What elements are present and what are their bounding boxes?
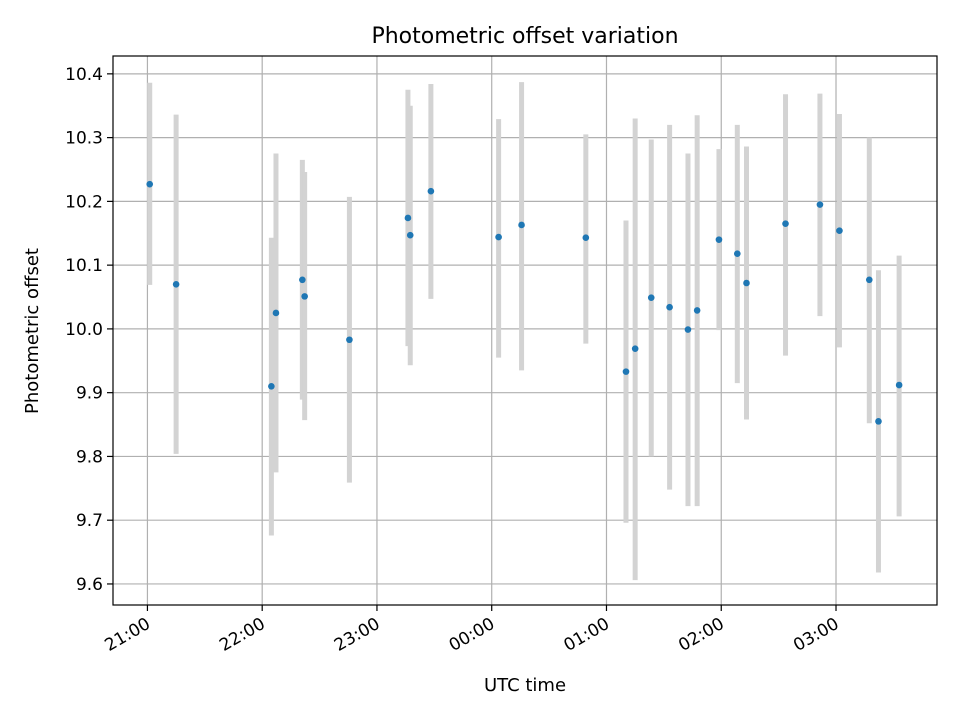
- data-point: [693, 307, 701, 314]
- data-point: [299, 276, 306, 284]
- data-point: [715, 236, 723, 243]
- data-point: [684, 326, 692, 333]
- data-point: [582, 234, 590, 242]
- data-point: [622, 368, 630, 375]
- data-point: [301, 293, 308, 300]
- y-tick-label: 9.6: [76, 575, 103, 595]
- data-point: [268, 382, 275, 390]
- data-point: [647, 294, 655, 301]
- y-tick-label: 9.9: [76, 384, 103, 404]
- y-tick-label: 10.4: [65, 65, 103, 85]
- y-tick-label: 10.1: [65, 256, 103, 276]
- data-point: [427, 187, 435, 195]
- chart-title: Photometric offset variation: [371, 24, 678, 49]
- data-point: [816, 201, 824, 208]
- plot-frame: [112, 55, 938, 606]
- data-point: [404, 214, 412, 222]
- data-point: [518, 221, 525, 229]
- data-point: [666, 303, 673, 311]
- data-point: [631, 345, 639, 352]
- y-tick-label: 9.8: [76, 447, 103, 467]
- data-point: [495, 233, 502, 241]
- y-tick-label: 10.0: [65, 320, 103, 340]
- data-point: [836, 227, 843, 235]
- data-point: [734, 250, 741, 257]
- data-point: [743, 279, 750, 287]
- y-axis-label: Photometric offset: [22, 248, 43, 414]
- data-point: [272, 309, 280, 317]
- data-point: [146, 180, 154, 188]
- data-point: [346, 336, 353, 344]
- y-tick-label: 10.3: [65, 129, 103, 149]
- x-axis-label: UTC time: [484, 675, 566, 696]
- y-tick-label: 9.7: [76, 511, 103, 531]
- data-point: [782, 220, 789, 227]
- grid: [113, 56, 937, 605]
- data-point: [875, 418, 882, 425]
- data-point: [895, 381, 903, 389]
- data-point: [865, 276, 873, 284]
- data-point: [172, 280, 180, 288]
- data-point: [406, 231, 414, 239]
- y-tick-label: 10.2: [65, 192, 103, 212]
- data-points: [146, 180, 903, 425]
